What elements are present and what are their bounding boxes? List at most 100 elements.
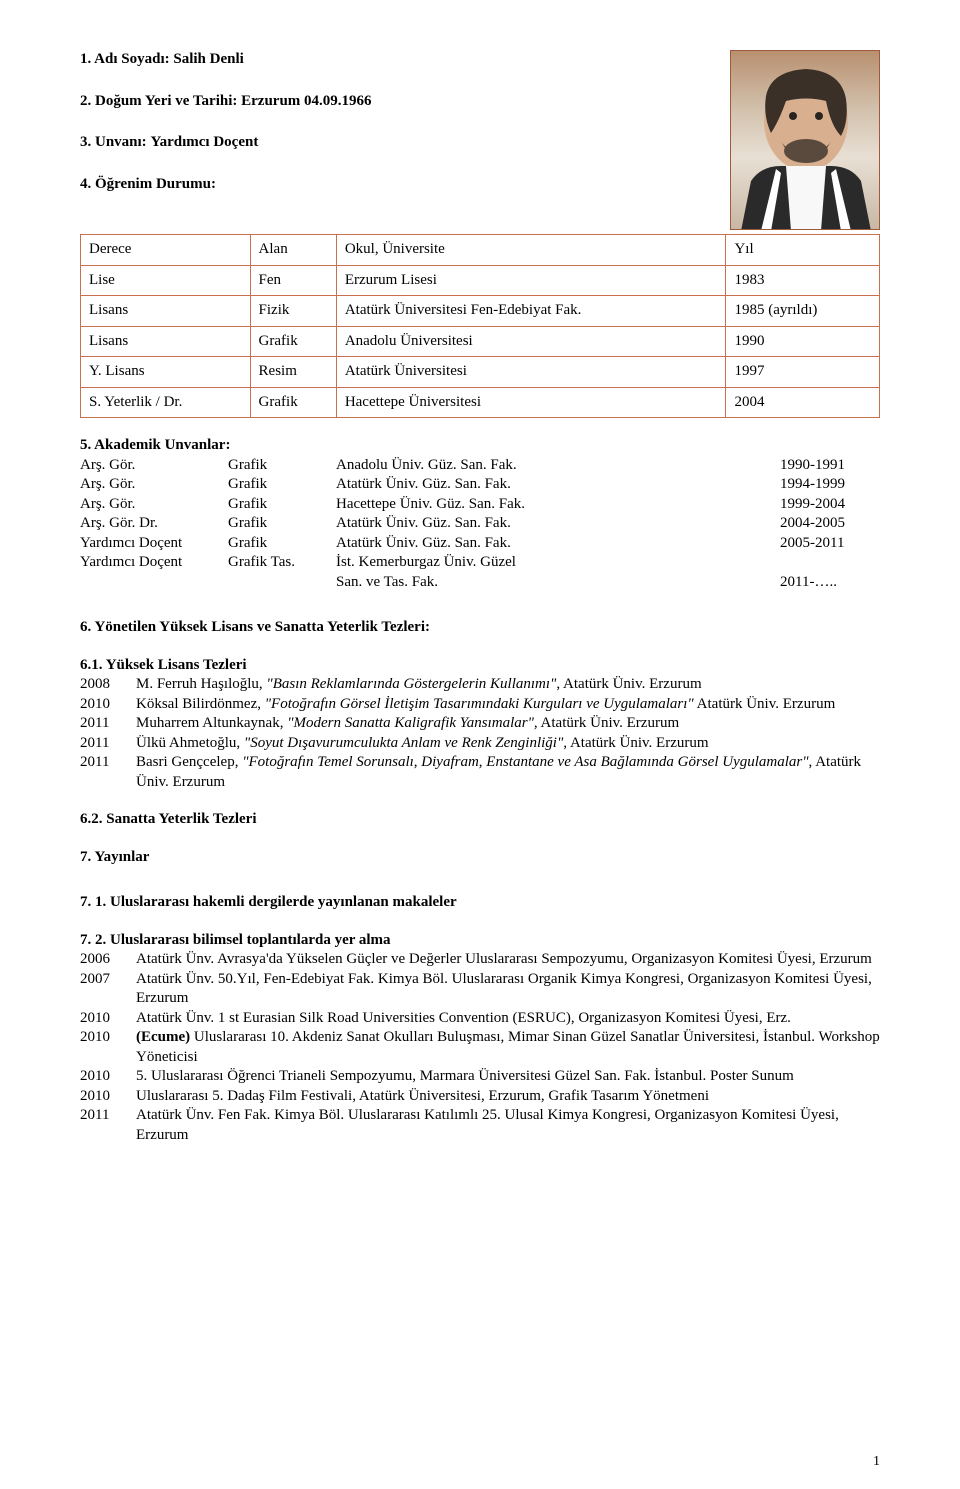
position-years: 1990-1991 [780,456,880,476]
thesis-entry: 2011Basri Gençcelep, "Fotoğrafın Temel S… [80,753,880,792]
position-field: Grafik [228,475,336,495]
conference-text: 5. Uluslararası Öğrenci Trianeli Sempozy… [136,1067,880,1087]
edu-cell: Grafik [250,326,336,357]
edu-cell: Lisans [81,326,251,357]
thesis-entry: 2010Köksal Bilirdönmez, "Fotoğrafın Görs… [80,695,880,715]
thesis-year: 2011 [80,753,136,792]
thesis-text: Ülkü Ahmetoğlu, "Soyut Dışavurumculukta … [136,734,880,754]
conference-body: 5. Uluslararası Öğrenci Trianeli Sempozy… [136,1068,794,1084]
position-field: Grafik [228,534,336,554]
position-row: San. ve Tas. Fak.2011-….. [80,573,880,593]
position-institution: Anadolu Üniv. Güz. San. Fak. [336,456,780,476]
edu-cell: Fen [250,265,336,296]
positions-title: 5. Akademik Unvanlar: [80,436,880,456]
conference-text: Atatürk Ünv. Avrasya'da Yükselen Güçler … [136,950,880,970]
edu-cell: Lise [81,265,251,296]
edu-col-header: Yıl [726,235,880,266]
conference-body: Atatürk Ünv. 50.Yıl, Fen-Edebiyat Fak. K… [136,971,872,1007]
position-field: Grafik [228,514,336,534]
thesis-title: "Fotoğrafın Temel Sorunsalı, Diyafram, E… [242,754,808,770]
conference-text: Uluslararası 5. Dadaş Film Festivali, At… [136,1087,880,1107]
thesis-title: "Basın Reklamlarında Göstergelerin Kulla… [266,676,556,692]
conference-year: 2006 [80,950,136,970]
position-row: Arş. Gör.GrafikHacettepe Üniv. Güz. San.… [80,495,880,515]
sec72-title: 7. 2. Uluslararası bilimsel toplantılard… [80,931,880,951]
position-role: Yardımcı Doçent [80,534,228,554]
thesis-rest: Atatürk Üniv. Erzurum [694,696,836,712]
thesis-title: "Modern Sanatta Kaligrafik Yansımalar" [287,715,534,731]
thesis-title: "Fotoğrafın Görsel İletişim Tasarımındak… [265,696,694,712]
sec61-title: 6.1. Yüksek Lisans Tezleri [80,656,880,676]
position-row: Arş. Gör.GrafikAtatürk Üniv. Güz. San. F… [80,475,880,495]
thesis-title: "Soyut Dışavurumculukta Anlam ve Renk Ze… [244,735,563,751]
edu-cell: Fizik [250,296,336,327]
position-field: Grafik Tas. [228,553,336,573]
conference-entry: 2007Atatürk Ünv. 50.Yıl, Fen-Edebiyat Fa… [80,970,880,1009]
position-field: Grafik [228,495,336,515]
thesis-text: M. Ferruh Haşıloğlu, "Basın Reklamlarınd… [136,675,880,695]
birth-line: 2. Doğum Yeri ve Tarihi: Erzurum 04.09.1… [80,92,730,112]
position-role: Arş. Gör. [80,495,228,515]
birth-label: 2. Doğum Yeri ve Tarihi: [80,93,237,109]
thesis-author: Ülkü Ahmetoğlu, [136,735,244,751]
conference-lead-bold: (Ecume) [136,1029,190,1045]
conference-entry: 2006Atatürk Ünv. Avrasya'da Yükselen Güç… [80,950,880,970]
conference-year: 2011 [80,1106,136,1145]
table-row: S. Yeterlik / Dr.GrafikHacettepe Ünivers… [81,387,880,418]
birth-value: Erzurum 04.09.1966 [241,93,371,109]
profile-photo [730,50,880,230]
position-institution: Atatürk Üniv. Güz. San. Fak. [336,514,780,534]
conference-year: 2010 [80,1009,136,1029]
edu-cell: 1997 [726,357,880,388]
conference-text: Atatürk Ünv. 50.Yıl, Fen-Edebiyat Fak. K… [136,970,880,1009]
position-years: 2011-….. [780,573,880,593]
conference-body: Uluslararası 10. Akdeniz Sanat Okulları … [136,1029,880,1065]
position-row: Arş. Gör. Dr.GrafikAtatürk Üniv. Güz. Sa… [80,514,880,534]
conference-entry: 2010Atatürk Ünv. 1 st Eurasian Silk Road… [80,1009,880,1029]
thesis-rest: , Atatürk Üniv. Erzurum [563,735,708,751]
edu-cell: Y. Lisans [81,357,251,388]
title-line: 3. Unvanı: Yardımcı Doçent [80,133,730,153]
thesis-author: M. Ferruh Haşıloğlu, [136,676,266,692]
edu-cell: Erzurum Lisesi [336,265,726,296]
edu-col-header: Derece [81,235,251,266]
conference-text: Atatürk Ünv. Fen Fak. Kimya Böl. Uluslar… [136,1106,880,1145]
title-label: 3. Unvanı: [80,134,147,150]
thesis-author: Basri Gençcelep, [136,754,242,770]
name-line: 1. Adı Soyadı: Salih Denli [80,50,730,70]
sec72-list: 2006Atatürk Ünv. Avrasya'da Yükselen Güç… [80,950,880,1145]
name-value: Salih Denli [173,51,243,67]
conference-entry: 2010(Ecume) Uluslararası 10. Akdeniz San… [80,1028,880,1067]
conference-text: (Ecume) Uluslararası 10. Akdeniz Sanat O… [136,1028,880,1067]
edu-cell: S. Yeterlik / Dr. [81,387,251,418]
position-institution: Atatürk Üniv. Güz. San. Fak. [336,534,780,554]
position-years: 1999-2004 [780,495,880,515]
name-label: 1. Adı Soyadı: [80,51,170,67]
position-row: Yardımcı DoçentGrafik Tas.İst. Kemerburg… [80,553,880,573]
position-institution: Hacettepe Üniv. Güz. San. Fak. [336,495,780,515]
conference-year: 2010 [80,1028,136,1067]
conference-entry: 2011Atatürk Ünv. Fen Fak. Kimya Böl. Ulu… [80,1106,880,1145]
edu-cell: 1983 [726,265,880,296]
edu-col-header: Okul, Üniversite [336,235,726,266]
conference-text: Atatürk Ünv. 1 st Eurasian Silk Road Uni… [136,1009,880,1029]
position-role: Yardımcı Doçent [80,553,228,573]
thesis-text: Basri Gençcelep, "Fotoğrafın Temel Sorun… [136,753,880,792]
thesis-rest: , Atatürk Üniv. Erzurum [534,715,679,731]
position-years: 1994-1999 [780,475,880,495]
thesis-year: 2008 [80,675,136,695]
position-row: Yardımcı DoçentGrafikAtatürk Üniv. Güz. … [80,534,880,554]
conference-body: Atatürk Ünv. Avrasya'da Yükselen Güçler … [136,951,872,967]
thesis-author: Muharrem Altunkaynak, [136,715,287,731]
conference-body: Atatürk Ünv. Fen Fak. Kimya Böl. Uluslar… [136,1107,839,1143]
position-role: Arş. Gör. [80,475,228,495]
conference-body: Uluslararası 5. Dadaş Film Festivali, At… [136,1088,709,1104]
thesis-entry: 2011Ülkü Ahmetoğlu, "Soyut Dışavurumculu… [80,734,880,754]
title-value: Yardımcı Doçent [150,134,258,150]
edu-cell: Lisans [81,296,251,327]
edu-cell: Atatürk Üniversitesi [336,357,726,388]
thesis-year: 2011 [80,734,136,754]
position-institution: Atatürk Üniv. Güz. San. Fak. [336,475,780,495]
education-label: 4. Öğrenim Durumu: [80,175,730,195]
position-field [228,573,336,593]
